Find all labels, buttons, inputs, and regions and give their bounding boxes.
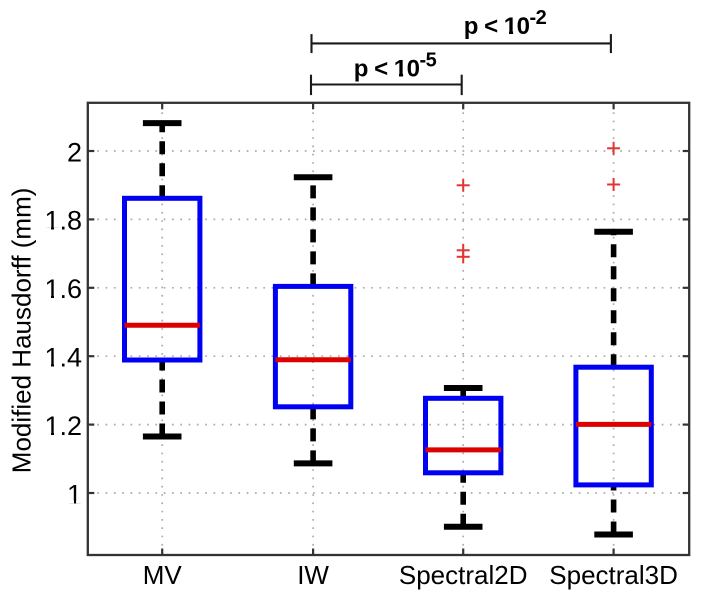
svg-text:1: 1	[67, 479, 82, 509]
svg-text:1.4: 1.4	[44, 343, 82, 373]
svg-text:Modified Hausdorff (mm): Modified Hausdorff (mm)	[7, 188, 37, 474]
svg-text:IW: IW	[297, 560, 329, 590]
svg-text:1.2: 1.2	[44, 411, 82, 441]
svg-text:2: 2	[67, 137, 82, 167]
svg-text:1.8: 1.8	[44, 206, 82, 236]
svg-text:Spectral3D: Spectral3D	[549, 560, 678, 590]
svg-text:MV: MV	[143, 560, 183, 590]
svg-text:1.6: 1.6	[44, 274, 82, 304]
svg-text:Spectral2D: Spectral2D	[399, 560, 528, 590]
